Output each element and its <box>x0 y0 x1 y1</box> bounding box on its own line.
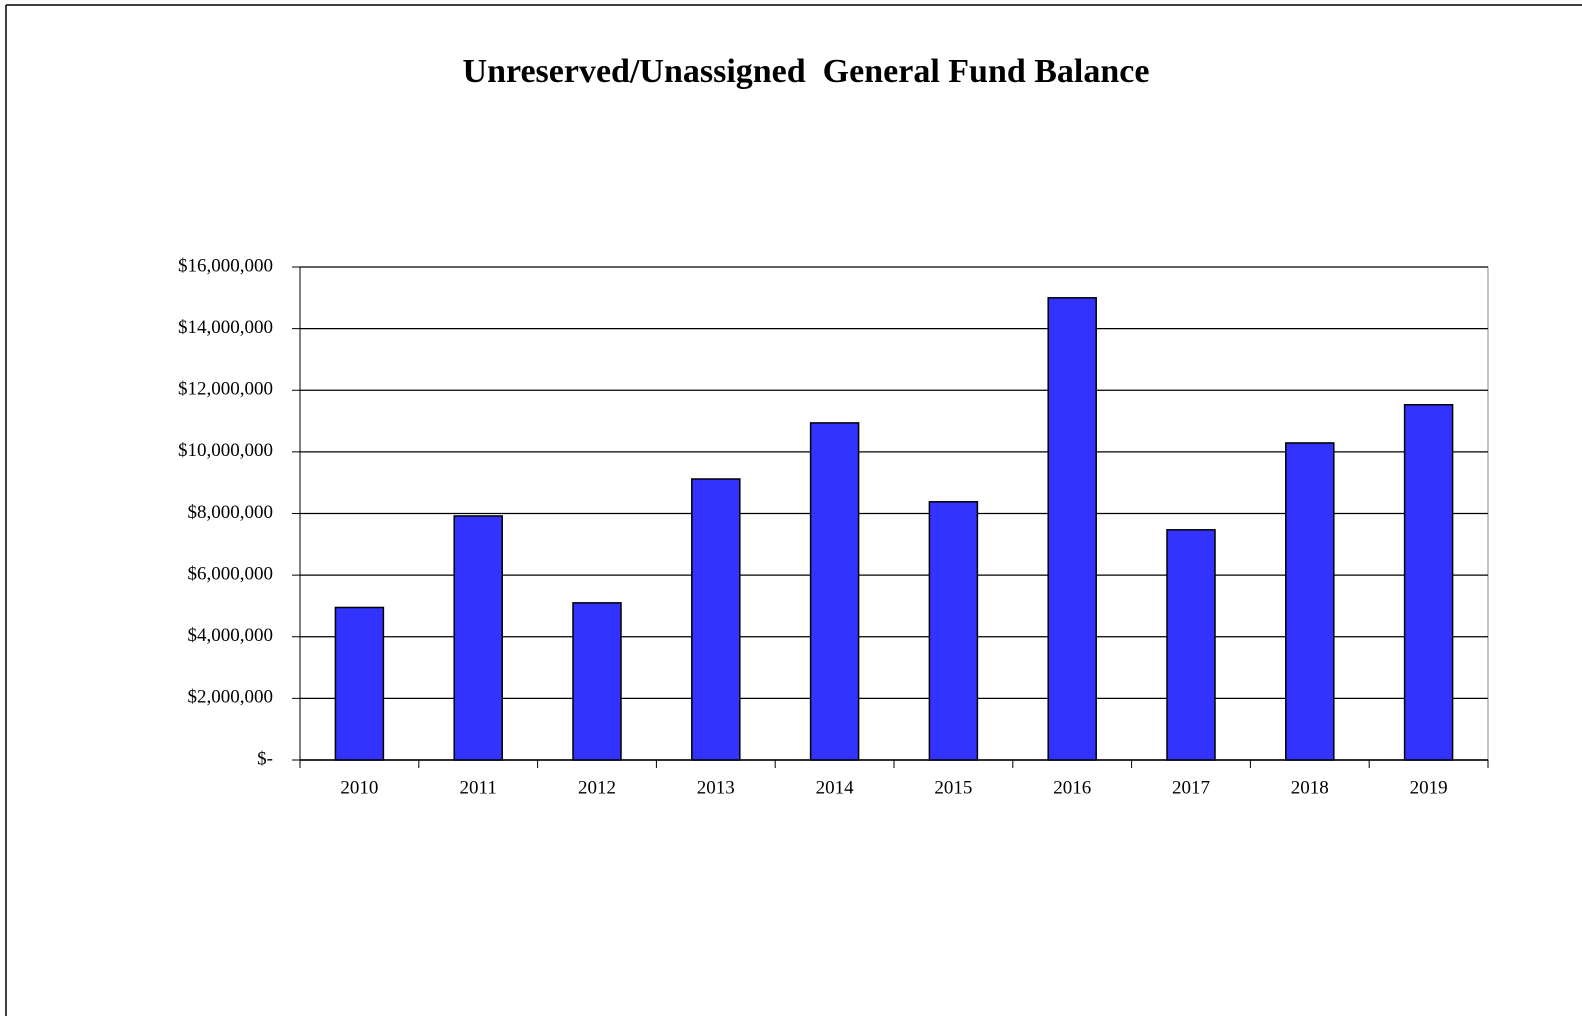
bar <box>1285 442 1335 761</box>
y-tick-label: $12,000,000 <box>178 379 273 400</box>
x-tick-label: 2016 <box>1053 777 1091 798</box>
bar <box>572 602 622 761</box>
bar <box>334 606 385 761</box>
chart-title: Unreserved/Unassigned General Fund Balan… <box>463 53 1150 90</box>
x-tick-label: 2010 <box>340 777 378 798</box>
x-tick-label: 2013 <box>697 777 735 798</box>
bar <box>1403 403 1454 761</box>
bar <box>691 478 741 761</box>
y-tick-label: $2,000,000 <box>188 687 274 708</box>
y-tick-label: $4,000,000 <box>188 625 274 646</box>
x-tick-label: 2011 <box>460 777 497 798</box>
y-tick-label: $14,000,000 <box>178 317 273 338</box>
x-tick-label: 2014 <box>816 777 855 798</box>
y-tick-label: $- <box>257 748 273 769</box>
x-tick-label: 2015 <box>934 777 972 798</box>
x-tick-label: 2017 <box>1172 777 1210 798</box>
bar <box>809 422 860 761</box>
x-tick-label: 2012 <box>578 777 616 798</box>
y-tick-label: $8,000,000 <box>188 502 274 523</box>
bar <box>928 501 979 761</box>
bar <box>1166 529 1216 761</box>
y-tick-label: $10,000,000 <box>178 440 273 461</box>
x-tick-label: 2019 <box>1410 777 1448 798</box>
y-tick-label: $16,000,000 <box>178 255 273 276</box>
x-tick-label: 2018 <box>1291 777 1329 798</box>
bar <box>1047 297 1097 761</box>
y-tick-label: $6,000,000 <box>188 563 274 584</box>
bar <box>453 515 503 761</box>
